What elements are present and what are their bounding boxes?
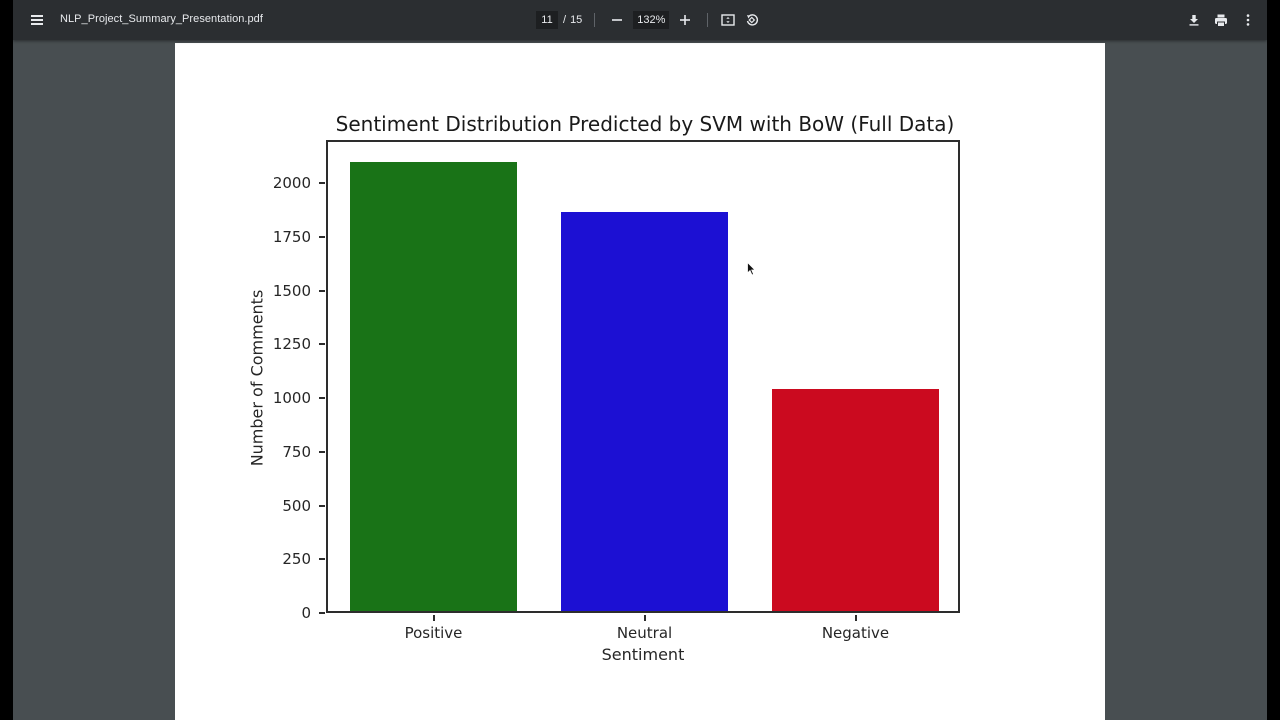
y-tick-label: 1500 [245, 281, 325, 301]
plus-icon [680, 15, 691, 25]
total-pages: 15 [570, 14, 583, 26]
page-number-input[interactable]: 11 [536, 11, 558, 29]
minus-icon [612, 19, 623, 21]
plot-area [326, 140, 960, 613]
rotate-button[interactable] [742, 10, 762, 30]
x-tick-mark [432, 615, 435, 621]
zoom-in-button[interactable] [675, 10, 695, 30]
y-tick-label: 2000 [245, 173, 325, 193]
pdf-viewer: NLP_Project_Summary_Presentation.pdf 11 … [13, 0, 1267, 720]
x-tick-mark [854, 615, 857, 621]
pdf-toolbar: NLP_Project_Summary_Presentation.pdf 11 … [13, 0, 1267, 40]
more-vertical-icon [1246, 14, 1250, 26]
x-tick-label: Positive [404, 624, 463, 642]
mouse-cursor-icon [747, 262, 756, 276]
print-button[interactable] [1211, 10, 1231, 30]
x-axis-label: Sentiment [601, 645, 685, 664]
bar-neutral [561, 212, 728, 611]
fit-to-page-icon [721, 14, 736, 26]
y-tick-label: 0 [245, 603, 325, 623]
toolbar-actions [1184, 10, 1258, 30]
y-tick-label: 1000 [245, 388, 325, 408]
pdf-page: Sentiment Distribution Predicted by SVM … [175, 43, 1105, 720]
x-tick-mark [643, 615, 646, 621]
y-tick-label: 500 [245, 496, 325, 516]
toolbar-divider [707, 13, 709, 27]
hamburger-menu-icon[interactable] [28, 11, 46, 29]
download-icon [1189, 15, 1199, 26]
fit-to-page-button[interactable] [718, 10, 738, 30]
page-separator: / [563, 14, 567, 26]
y-tick-label: 1750 [245, 227, 325, 247]
x-tick-label: Negative [821, 624, 890, 642]
rotate-counterclockwise-icon [747, 14, 759, 26]
y-tick-label: 1250 [245, 334, 325, 354]
zoom-level-input[interactable]: 132% [633, 11, 670, 29]
x-tick-label: Neutral [616, 624, 673, 642]
y-axis-label: Number of Comments [247, 289, 267, 467]
toolbar-divider [594, 13, 596, 27]
zoom-out-button[interactable] [607, 10, 627, 30]
page-controls: 11 / 15 132% [536, 10, 762, 30]
y-tick-label: 750 [245, 442, 325, 462]
y-tick-label: 250 [245, 549, 325, 569]
bar-positive [350, 162, 517, 611]
more-options-button[interactable] [1238, 10, 1258, 30]
download-button[interactable] [1184, 10, 1204, 30]
bar-negative [772, 389, 939, 611]
document-title: NLP_Project_Summary_Presentation.pdf [60, 13, 263, 25]
print-icon [1215, 14, 1227, 27]
chart-title: Sentiment Distribution Predicted by SVM … [335, 112, 955, 136]
